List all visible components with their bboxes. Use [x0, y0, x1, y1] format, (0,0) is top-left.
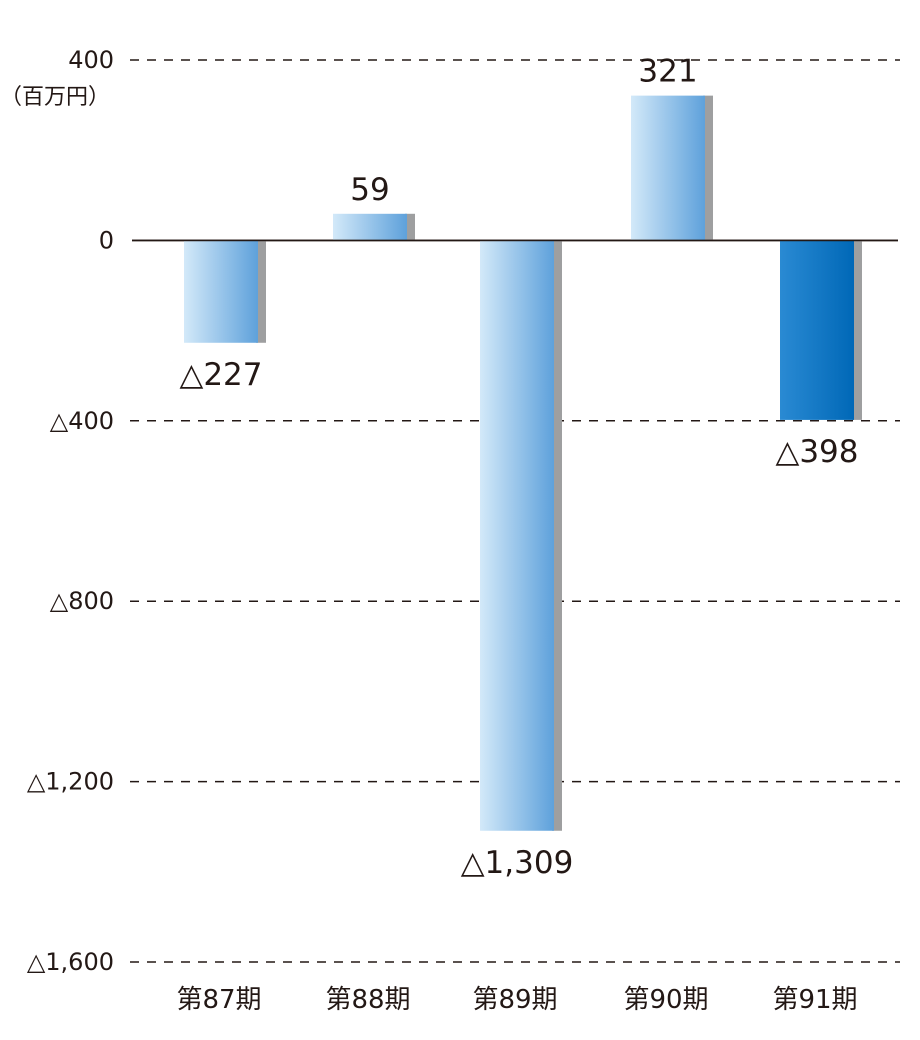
y-tick-label: △800: [50, 587, 114, 615]
bar-shadow: [405, 213, 415, 241]
bar-shadow: [703, 95, 713, 241]
bars: [184, 95, 862, 831]
x-tick-label: 第89期: [472, 985, 557, 1015]
bar: [333, 213, 407, 241]
bar-shadow: [852, 240, 862, 420]
bar: [184, 240, 258, 343]
bar: [480, 240, 554, 831]
data-label: 59: [350, 172, 389, 208]
y-tick-label: △400: [50, 407, 114, 435]
data-label: △398: [775, 434, 858, 470]
x-tick-label: 第90期: [623, 985, 708, 1015]
bar-shadow: [256, 240, 266, 343]
y-tick-label: 0: [99, 226, 114, 254]
x-tick-label: 第87期: [176, 985, 261, 1015]
y-tick-label: △1,600: [27, 948, 114, 976]
bar-shadow: [552, 240, 562, 831]
y-tick-label: △1,200: [27, 768, 114, 796]
x-tick-label: 第88期: [325, 985, 410, 1015]
y-tick-label: 400: [68, 46, 114, 74]
data-label: △1,309: [461, 845, 574, 881]
bar: [631, 95, 705, 241]
data-label: △227: [179, 357, 262, 393]
data-label: 321: [638, 54, 697, 90]
x-tick-label: 第91期: [772, 985, 857, 1015]
y-unit-label: （百万円）: [0, 85, 110, 110]
bar: [780, 240, 854, 420]
labels: 400 0 △400 △800 △1,200 △1,600 （百万円） △227 第87期 59 第…: [0, 46, 859, 1015]
